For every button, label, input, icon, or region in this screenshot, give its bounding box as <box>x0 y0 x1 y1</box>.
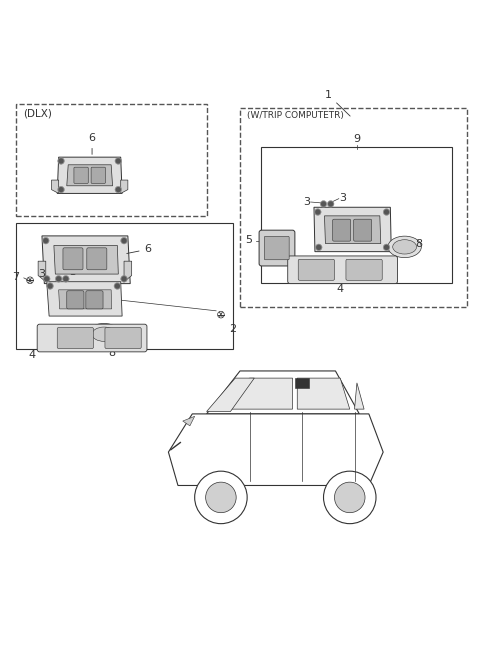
Text: 3: 3 <box>70 267 76 277</box>
Circle shape <box>316 210 320 214</box>
Circle shape <box>45 277 48 281</box>
Polygon shape <box>206 378 254 411</box>
Text: 7: 7 <box>12 272 19 282</box>
FancyBboxPatch shape <box>63 248 83 270</box>
Circle shape <box>59 159 63 163</box>
Ellipse shape <box>388 236 421 258</box>
Polygon shape <box>314 207 391 252</box>
Circle shape <box>384 245 388 249</box>
Circle shape <box>205 482 236 513</box>
Text: 5: 5 <box>245 235 252 245</box>
Circle shape <box>62 276 69 282</box>
Circle shape <box>58 157 64 164</box>
Polygon shape <box>42 236 130 283</box>
Circle shape <box>64 277 68 281</box>
Circle shape <box>43 276 50 282</box>
Polygon shape <box>120 180 128 194</box>
Circle shape <box>317 245 321 249</box>
Circle shape <box>329 202 333 206</box>
FancyBboxPatch shape <box>288 256 397 283</box>
Polygon shape <box>38 261 46 281</box>
Text: 4: 4 <box>29 350 36 360</box>
Polygon shape <box>226 378 292 409</box>
Circle shape <box>384 210 388 214</box>
Text: 9: 9 <box>353 134 360 144</box>
Polygon shape <box>295 378 309 388</box>
Circle shape <box>48 284 52 288</box>
Text: 8: 8 <box>108 348 115 358</box>
Circle shape <box>315 244 322 251</box>
FancyBboxPatch shape <box>37 324 147 352</box>
FancyBboxPatch shape <box>298 259 335 280</box>
FancyBboxPatch shape <box>264 236 289 260</box>
Polygon shape <box>67 165 113 186</box>
Polygon shape <box>297 378 350 409</box>
Polygon shape <box>54 245 118 274</box>
Circle shape <box>57 277 60 281</box>
FancyBboxPatch shape <box>333 219 351 241</box>
Ellipse shape <box>92 327 116 341</box>
Text: 2: 2 <box>229 324 237 334</box>
Polygon shape <box>355 383 364 409</box>
Text: 3: 3 <box>339 193 346 203</box>
Polygon shape <box>124 261 132 281</box>
Circle shape <box>114 283 120 289</box>
Text: 8: 8 <box>415 239 422 249</box>
Polygon shape <box>59 290 112 309</box>
FancyBboxPatch shape <box>87 248 107 270</box>
Text: 1: 1 <box>325 90 350 116</box>
Circle shape <box>44 239 48 243</box>
Polygon shape <box>206 371 360 414</box>
Circle shape <box>327 201 334 207</box>
Text: 3: 3 <box>38 269 46 279</box>
Polygon shape <box>47 281 122 316</box>
Circle shape <box>320 201 327 207</box>
Circle shape <box>116 284 119 288</box>
Circle shape <box>314 209 321 215</box>
FancyBboxPatch shape <box>74 167 88 184</box>
FancyBboxPatch shape <box>354 219 372 241</box>
Circle shape <box>55 276 62 282</box>
Text: 6: 6 <box>89 133 96 154</box>
Text: 3: 3 <box>303 197 310 207</box>
FancyBboxPatch shape <box>67 291 84 309</box>
Polygon shape <box>168 414 383 485</box>
Circle shape <box>122 239 126 243</box>
Text: 1: 1 <box>77 287 84 307</box>
Polygon shape <box>183 417 195 426</box>
FancyBboxPatch shape <box>91 167 106 184</box>
Polygon shape <box>51 180 59 194</box>
Text: (DLX): (DLX) <box>23 108 52 119</box>
Circle shape <box>59 188 63 192</box>
Circle shape <box>47 283 53 289</box>
Circle shape <box>335 482 365 513</box>
Circle shape <box>116 159 120 163</box>
Circle shape <box>122 277 126 281</box>
Polygon shape <box>57 157 122 194</box>
Circle shape <box>116 188 120 192</box>
Polygon shape <box>324 216 381 243</box>
Circle shape <box>58 186 64 193</box>
FancyBboxPatch shape <box>259 230 295 266</box>
Circle shape <box>115 157 121 164</box>
Circle shape <box>195 471 247 523</box>
FancyBboxPatch shape <box>346 259 382 280</box>
FancyBboxPatch shape <box>105 327 141 348</box>
Text: (W/TRIP COMPUTETR): (W/TRIP COMPUTETR) <box>247 111 344 120</box>
Text: 4: 4 <box>336 284 344 294</box>
Ellipse shape <box>87 323 120 345</box>
Circle shape <box>115 186 121 193</box>
Circle shape <box>120 276 127 282</box>
Text: 6: 6 <box>127 244 152 255</box>
Circle shape <box>120 237 127 244</box>
Ellipse shape <box>393 239 417 254</box>
Circle shape <box>383 244 390 251</box>
Circle shape <box>324 471 376 523</box>
Circle shape <box>383 209 390 215</box>
Circle shape <box>322 202 325 206</box>
Circle shape <box>42 237 49 244</box>
FancyBboxPatch shape <box>86 291 103 309</box>
FancyBboxPatch shape <box>57 327 94 348</box>
